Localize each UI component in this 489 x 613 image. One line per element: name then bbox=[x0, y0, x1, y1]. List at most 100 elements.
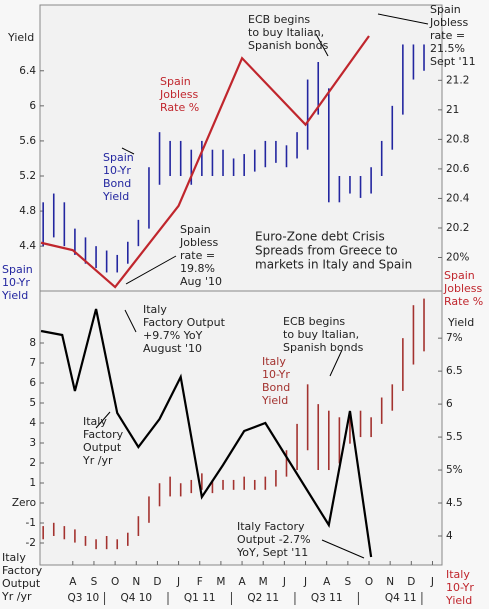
quarter-label: Q4 11 bbox=[385, 592, 417, 604]
annotation: rate = bbox=[430, 29, 465, 42]
annotation: Bond bbox=[103, 177, 131, 190]
x-tick-label: S bbox=[345, 576, 352, 588]
annotation: Italy bbox=[2, 551, 26, 564]
leader-line bbox=[125, 255, 177, 285]
annotation: Italy bbox=[446, 568, 470, 581]
annotation: to buy Italian, bbox=[248, 26, 324, 39]
annotation: Factory bbox=[2, 564, 43, 577]
y-tick-label: -1 bbox=[26, 517, 36, 529]
annotation: Spain bbox=[180, 223, 211, 236]
y2-tick-label: 5% bbox=[446, 464, 463, 476]
x-tick-label: S bbox=[91, 576, 98, 588]
annotation: Aug '10 bbox=[180, 275, 222, 288]
annotation: Jobless bbox=[179, 236, 219, 249]
y2-tick-label: 21 bbox=[446, 104, 459, 116]
annotation: Italy bbox=[262, 355, 286, 368]
x-tick-label: J bbox=[303, 576, 307, 588]
x-tick-label: M bbox=[216, 576, 225, 588]
y-tick-label: 8 bbox=[29, 337, 36, 349]
y-tick-label: 5.2 bbox=[19, 170, 36, 182]
y-tick-label: -2 bbox=[26, 537, 36, 549]
annotation: YoY, Sept '11 bbox=[236, 546, 308, 559]
leader-line bbox=[121, 147, 135, 155]
quarter-label: Q3 10 bbox=[68, 592, 100, 604]
annotation: ECB begins bbox=[248, 13, 310, 26]
x-tick-label: A bbox=[69, 576, 77, 588]
annotation: Spain bbox=[430, 3, 461, 16]
y2-tick-label: 20.4 bbox=[446, 192, 470, 204]
y-tick-label: 5.6 bbox=[19, 135, 36, 147]
x-tick-label: J bbox=[176, 576, 180, 588]
annotation: Italy bbox=[143, 303, 167, 316]
annotation: Jobless bbox=[443, 282, 483, 295]
y-tick-label: 6 bbox=[29, 100, 36, 112]
annotation: Yr /yr bbox=[1, 590, 32, 603]
annotation: Italy Factory bbox=[237, 520, 305, 533]
y2-tick-label: 20.2 bbox=[446, 222, 469, 234]
leader-line bbox=[95, 411, 111, 429]
annotation: August '10 bbox=[143, 342, 202, 355]
annotation: Yield bbox=[261, 394, 288, 407]
y2-tick-label: 20% bbox=[446, 252, 469, 264]
y-tick-label: 1 bbox=[29, 477, 36, 489]
x-tick-label: A bbox=[238, 576, 246, 588]
annotation: Euro-Zone debt Crisis bbox=[255, 230, 385, 244]
annotation: 21.5% bbox=[430, 42, 465, 55]
y2-tick-label: 20.8 bbox=[446, 133, 469, 145]
x-tick-label: N bbox=[386, 576, 394, 588]
x-tick-label: A bbox=[323, 576, 331, 588]
annotation: Yield bbox=[445, 594, 472, 607]
leader-line bbox=[315, 33, 329, 57]
annotation: 10-Yr bbox=[2, 276, 30, 289]
annotation: 10-Yr bbox=[262, 368, 290, 381]
y-tick-label: 5 bbox=[29, 397, 36, 409]
annotation: 10-Yr bbox=[103, 164, 131, 177]
annotation: Factory bbox=[83, 428, 124, 441]
annotation: to buy Italian, bbox=[283, 328, 359, 341]
y2-tick-label: 5.5 bbox=[446, 431, 463, 443]
annotation: Italy bbox=[83, 415, 107, 428]
annotation: Spreads from Greece to bbox=[255, 244, 398, 258]
annotation: Spain bbox=[2, 263, 33, 276]
annotation: markets in Italy and Spain bbox=[255, 258, 412, 272]
x-tick-label: O bbox=[111, 576, 119, 588]
annotation: Yield bbox=[7, 31, 34, 44]
y-tick-label: 4.4 bbox=[19, 240, 36, 252]
y2-tick-label: 7% bbox=[446, 332, 463, 344]
annotation: Output bbox=[2, 577, 41, 590]
annotation: Yield bbox=[447, 316, 474, 329]
y-tick-label: 4.8 bbox=[19, 205, 36, 217]
leader-line bbox=[377, 13, 429, 25]
y-tick-label: 6 bbox=[29, 377, 36, 389]
annotation: Factory Output bbox=[143, 316, 226, 329]
annotation: Sept '11 bbox=[430, 55, 476, 68]
annotation: Yield bbox=[1, 289, 28, 302]
y2-tick-label: 6 bbox=[446, 398, 453, 410]
data-line bbox=[40, 35, 370, 289]
quarter-label: Q1 11 bbox=[184, 592, 216, 604]
annotation: Bond bbox=[262, 381, 290, 394]
data-line bbox=[40, 308, 373, 558]
quarter-label: Q4 10 bbox=[120, 592, 152, 604]
annotation: Output -2.7% bbox=[237, 533, 311, 546]
x-tick-label: O bbox=[365, 576, 373, 588]
y-tick-label: Zero bbox=[12, 497, 36, 509]
annotation: Spain bbox=[444, 269, 475, 282]
annotation: Spanish bonds bbox=[283, 341, 364, 354]
x-tick-label: D bbox=[153, 576, 161, 588]
annotation: Spain bbox=[103, 151, 134, 164]
x-tick-label: M bbox=[259, 576, 268, 588]
annotation: Jobless bbox=[159, 88, 199, 101]
x-tick-label: J bbox=[430, 576, 434, 588]
leader-lines bbox=[95, 13, 429, 559]
annotation: Rate % bbox=[160, 101, 199, 114]
y2-tick-label: 20.6 bbox=[446, 163, 470, 175]
y2-tick-label: 4 bbox=[446, 530, 453, 542]
quarter-label: Q2 11 bbox=[247, 592, 279, 604]
leader-line bbox=[321, 539, 365, 559]
x-tick-label: D bbox=[407, 576, 415, 588]
y2-tick-label: 4.5 bbox=[446, 497, 463, 509]
plot-area bbox=[39, 4, 443, 566]
annotation: Yr /yr bbox=[82, 454, 113, 467]
